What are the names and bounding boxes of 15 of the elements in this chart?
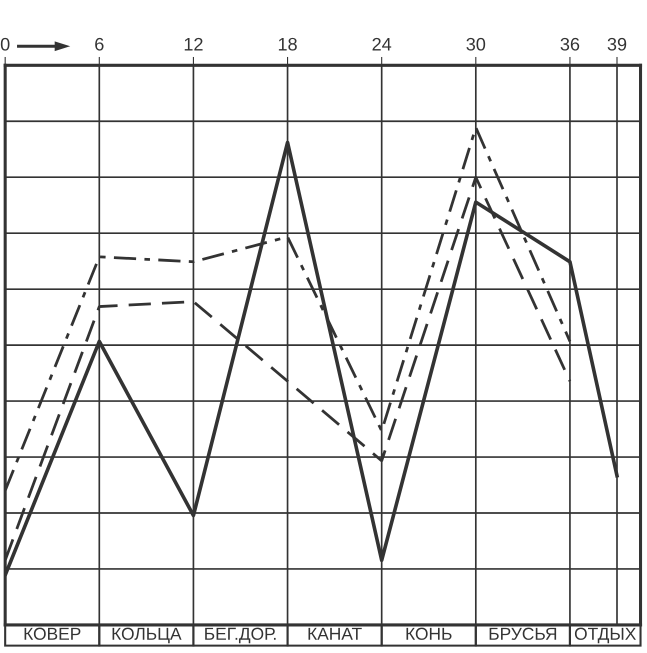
x-tick-label: 39 (608, 38, 626, 51)
x-tick-label: 30 (466, 38, 486, 51)
x-tick-label: 0 (0, 38, 10, 51)
x-tick-label: 12 (184, 38, 203, 50)
text: БРУСЬЯ (490, 628, 556, 640)
x-tick-label: 36 (560, 38, 580, 51)
x-tick-label: 18 (278, 38, 297, 51)
text: КОЛЬЦА (112, 628, 182, 644)
text: БЕГ.ДОР. (205, 628, 276, 644)
text: КАНАТ (308, 628, 362, 640)
x-tick-label: 24 (372, 38, 392, 50)
x-tick-label: 6 (95, 38, 104, 51)
text: КОНЬ (406, 628, 452, 640)
text: ОТДЫХ (574, 628, 636, 644)
text: КОВЕР (24, 628, 80, 640)
